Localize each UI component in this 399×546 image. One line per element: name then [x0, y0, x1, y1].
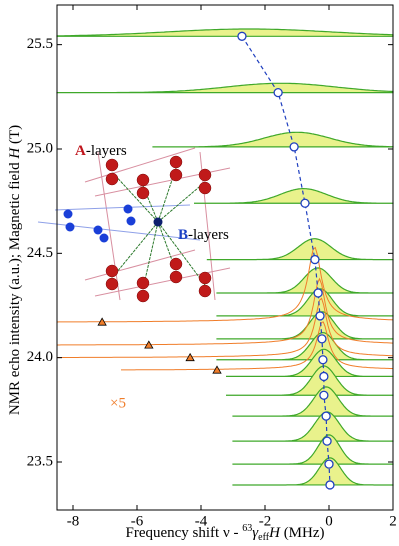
peak-point — [273, 87, 283, 98]
spectrum — [232, 457, 394, 486]
peak-point — [319, 371, 329, 382]
y-label-part: (T) — [7, 125, 23, 148]
y-label-part: NMR echo intensity (a.u.); Magnetic fiel… — [7, 159, 23, 416]
spectrum — [232, 434, 394, 465]
peak-point — [324, 459, 334, 469]
triangle-marker — [97, 317, 107, 326]
peak-point — [300, 198, 310, 208]
x-label-part: γ — [252, 525, 259, 541]
y-tick-label: 25.5 — [27, 36, 53, 52]
spectrum — [232, 386, 394, 417]
layer-letter: A — [75, 143, 86, 159]
y-tick-label: 24.0 — [27, 349, 53, 365]
y-tick-label: 24.5 — [27, 245, 53, 261]
triangle-marker — [185, 352, 195, 362]
magnified-spectrum — [121, 321, 394, 371]
annotation: ×5 — [110, 395, 126, 411]
peak-point — [321, 411, 331, 421]
peak-point — [313, 288, 323, 298]
spectrum — [216, 267, 394, 294]
x-tick-label: -6 — [131, 513, 144, 529]
peak-point — [310, 254, 320, 265]
x-tick-label: -8 — [67, 513, 80, 529]
y-label-part: H — [7, 147, 23, 160]
peak-point — [315, 311, 325, 321]
spectrum — [56, 82, 394, 94]
x-tick-label: 0 — [325, 513, 333, 529]
spectrum — [226, 348, 394, 378]
x-label-part: 63 — [242, 523, 252, 534]
peak-point — [289, 142, 299, 152]
x-label-part: eff — [258, 532, 270, 543]
peak-point — [319, 390, 329, 400]
crystal-inset — [37, 147, 231, 303]
spectrum — [194, 188, 394, 204]
plot-frame — [56, 4, 394, 511]
y-tick-label: 23.5 — [27, 453, 53, 469]
spectrum — [216, 288, 394, 317]
peak-point — [317, 334, 327, 344]
peak-point — [322, 436, 332, 446]
layer-text: -layers — [86, 143, 127, 159]
magnified-spectrum — [57, 277, 394, 346]
triangle-marker — [212, 365, 222, 374]
x-tick-label: -2 — [259, 513, 272, 529]
magnified-spectrum — [56, 246, 394, 323]
peak-point — [325, 480, 335, 490]
triangle-marker — [144, 340, 154, 349]
x-label-part: (MHz) — [280, 525, 325, 541]
layer-letter: B — [178, 227, 188, 243]
layer-text: -layers — [188, 227, 229, 243]
y-axis-label: NMR echo intensity (a.u.); Magnetic fiel… — [7, 125, 23, 415]
x-tick-label: -4 — [195, 513, 208, 529]
inset-label: B-layers — [178, 227, 229, 243]
x-tick-label: 2 — [389, 513, 397, 529]
peak-point — [237, 31, 247, 41]
inset-label: A-layers — [75, 143, 127, 159]
spectrum — [206, 238, 394, 261]
peak-point — [318, 355, 328, 365]
spectrum — [232, 411, 394, 442]
x-label-part: Frequency shift ν - — [125, 525, 242, 541]
magnified-spectrum — [57, 297, 393, 358]
spectrum — [226, 365, 394, 396]
spectrum — [216, 331, 394, 361]
spectrum — [56, 28, 394, 37]
x-axis-label: Frequency shift ν - 63γeffH (MHz) — [125, 523, 324, 543]
y-tick-label: 25.0 — [27, 140, 53, 156]
spectrum — [152, 131, 394, 148]
x-label-part: H — [268, 525, 281, 541]
